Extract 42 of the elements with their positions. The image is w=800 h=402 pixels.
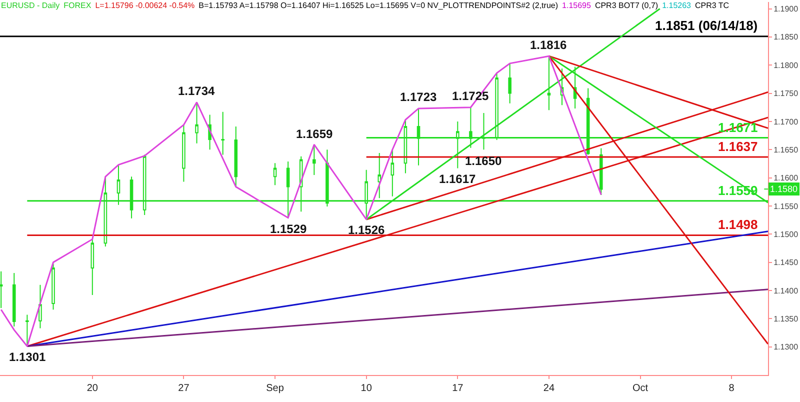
annotation: B=1.15793 A=1.15798 O=1.16407 Hi=1.16525 Lo=1.15695 V=0 NV_PLOTTRENDPOINTS#2 (2,true) <box>198 1 558 10</box>
y-tick-label: 1.1450 <box>774 258 799 268</box>
annotation: 1.1659 <box>296 127 334 141</box>
ref-line-label: 1.1580 <box>770 184 798 194</box>
annotation: 1.1617 <box>439 172 476 186</box>
y-tick-label: 1.1350 <box>774 314 799 324</box>
annotation: 1.1526 <box>348 223 386 237</box>
annotation: CPR3 BOT7 (0,7) <box>594 1 658 10</box>
y-tick-label: 1.1400 <box>774 286 799 296</box>
annotation: 1.1723 <box>400 90 438 104</box>
annotation: 1.1301 <box>9 350 46 364</box>
x-tick-label: Sep <box>266 383 284 394</box>
x-tick-label: 27 <box>178 383 190 394</box>
chart-title: EURUSD - Daily <box>1 1 60 10</box>
annotation: 1.1529 <box>270 222 308 236</box>
annotation: 1.1816 <box>530 38 568 52</box>
annotation: 1.1734 <box>178 84 216 98</box>
x-tick-label: 17 <box>452 383 464 394</box>
y-tick-label: 1.1850 <box>774 32 799 42</box>
x-tick-label: 20 <box>86 383 98 394</box>
y-tick-label: 1.1650 <box>774 145 799 154</box>
y-tick-label: 1.1750 <box>774 89 799 98</box>
series-label: 1.1851 (06/14/18) <box>655 18 758 33</box>
y-tick-label: 1.1700 <box>774 117 799 126</box>
x-tick-label: 8 <box>728 383 735 394</box>
series-label: 1.1637 <box>718 139 758 154</box>
y-tick-label: 1.1300 <box>774 342 799 352</box>
y-tick-label: 1.1500 <box>774 230 799 239</box>
annotation: CPR3 TC <box>695 1 730 10</box>
y-tick-label: 1.1550 <box>774 202 799 211</box>
chart-subtitle: FOREX <box>64 1 92 10</box>
x-tick-label: Oct <box>632 383 648 394</box>
y-tick-label: 1.1900 <box>774 4 799 14</box>
series-label: 1.1498 <box>718 217 758 232</box>
annotation: 1.15695 <box>562 1 591 10</box>
annotation: L=1.15796 -0.00624 -0.54% <box>95 1 195 10</box>
y-tick-label: 1.1800 <box>774 60 799 70</box>
x-tick-label: 24 <box>543 383 555 394</box>
x-tick-label: 10 <box>360 383 372 394</box>
annotation: 1.15263 <box>662 1 691 10</box>
annotation: 1.1650 <box>465 154 502 168</box>
y-tick-label: 1.1600 <box>774 174 799 183</box>
